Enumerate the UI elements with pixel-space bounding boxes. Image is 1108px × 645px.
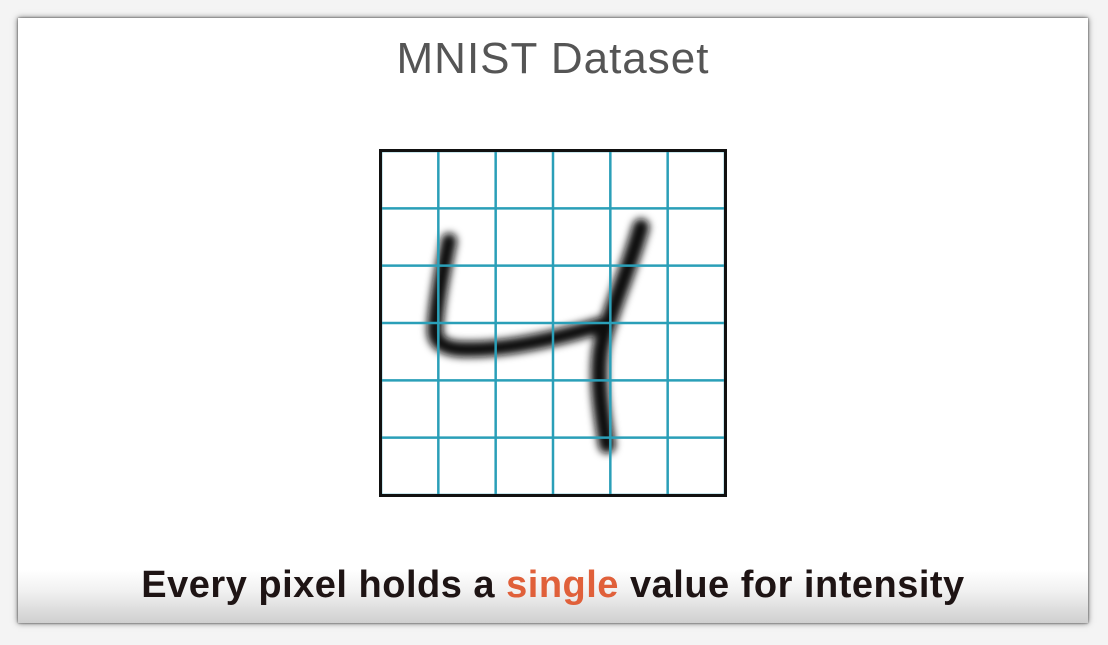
- caption-bar: [18, 570, 1088, 623]
- caption-highlight: single: [506, 564, 619, 606]
- caption-text: Every pixel holds a single value for int…: [18, 564, 1088, 607]
- slide: MNIST Dataset Every pixel holds a single…: [18, 18, 1088, 623]
- caption-before: Every pixel holds a: [141, 564, 507, 606]
- digit-left-stroke: [426, 233, 609, 358]
- image-border: [379, 149, 727, 497]
- digit-right-stroke: [590, 218, 650, 454]
- pixel-grid: [379, 149, 727, 497]
- mnist-digit-image: [379, 149, 727, 497]
- caption-after: value for intensity: [618, 564, 965, 606]
- handwritten-digit: [426, 218, 650, 454]
- slide-title: MNIST Dataset: [396, 34, 710, 83]
